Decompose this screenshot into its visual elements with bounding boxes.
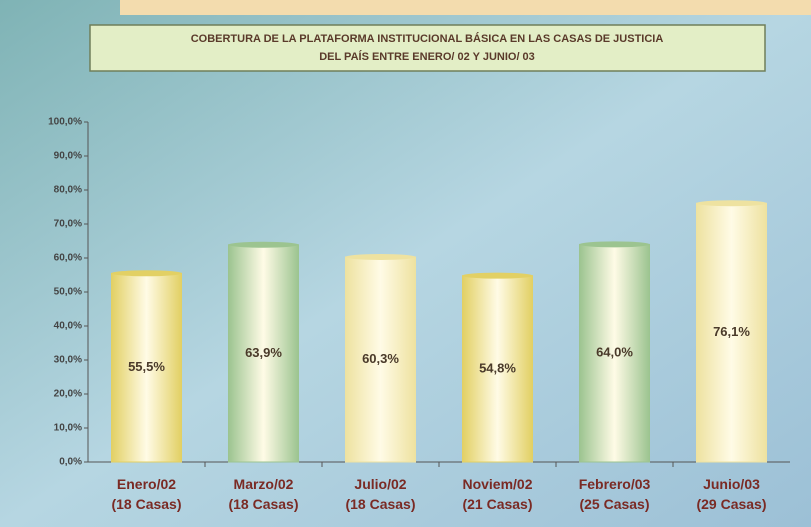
bar [228, 244, 299, 463]
x-tick-label: Febrero/03 (25 Casas) [578, 476, 651, 512]
y-tick-label: 0,0% [59, 457, 82, 468]
bar-top [111, 270, 182, 277]
y-tick-label: 90,0% [54, 151, 82, 162]
value-label: 55,5% [128, 359, 165, 374]
y-tick-label: 100,0% [48, 117, 82, 128]
value-label: 60,3% [362, 351, 399, 366]
value-label: 76,1% [713, 324, 750, 339]
x-tick-label: Julio/02 (18 Casas) [345, 476, 416, 512]
y-tick-label: 50,0% [54, 287, 82, 298]
value-label: 54,8% [479, 360, 516, 375]
x-tick-label: Enero/02 (18 Casas) [111, 476, 182, 512]
top-band [120, 0, 811, 15]
y-tick-label: 40,0% [54, 321, 82, 332]
y-tick-label: 80,0% [54, 185, 82, 196]
bar-top [696, 200, 767, 207]
y-tick-label: 20,0% [54, 389, 82, 400]
bar [696, 202, 767, 463]
chart-title: COBERTURA DE LA PLATAFORMA INSTITUCIONAL… [191, 32, 664, 45]
title-box [89, 24, 766, 72]
y-tick-label: 60,0% [54, 253, 82, 264]
bar-top [579, 241, 650, 248]
x-tick-label: Noviem/02 (21 Casas) [462, 476, 533, 512]
y-tick-label: 10,0% [54, 423, 82, 434]
y-tick-label: 30,0% [54, 355, 82, 366]
value-label: 64,0% [596, 345, 633, 360]
y-tick-label: 70,0% [54, 219, 82, 230]
chart-title: DEL PAÍS ENTRE ENERO/ 02 Y JUNIO/ 03 [319, 50, 535, 63]
x-tick-label: Junio/03 (29 Casas) [696, 476, 767, 512]
value-label: 63,9% [245, 345, 282, 360]
bar-top [462, 272, 533, 279]
bar [579, 243, 650, 463]
bar-top [345, 253, 416, 260]
bar [111, 272, 182, 463]
bar-top [228, 241, 299, 248]
x-tick-label: Marzo/02 (18 Casas) [228, 476, 299, 512]
bar [462, 275, 533, 463]
